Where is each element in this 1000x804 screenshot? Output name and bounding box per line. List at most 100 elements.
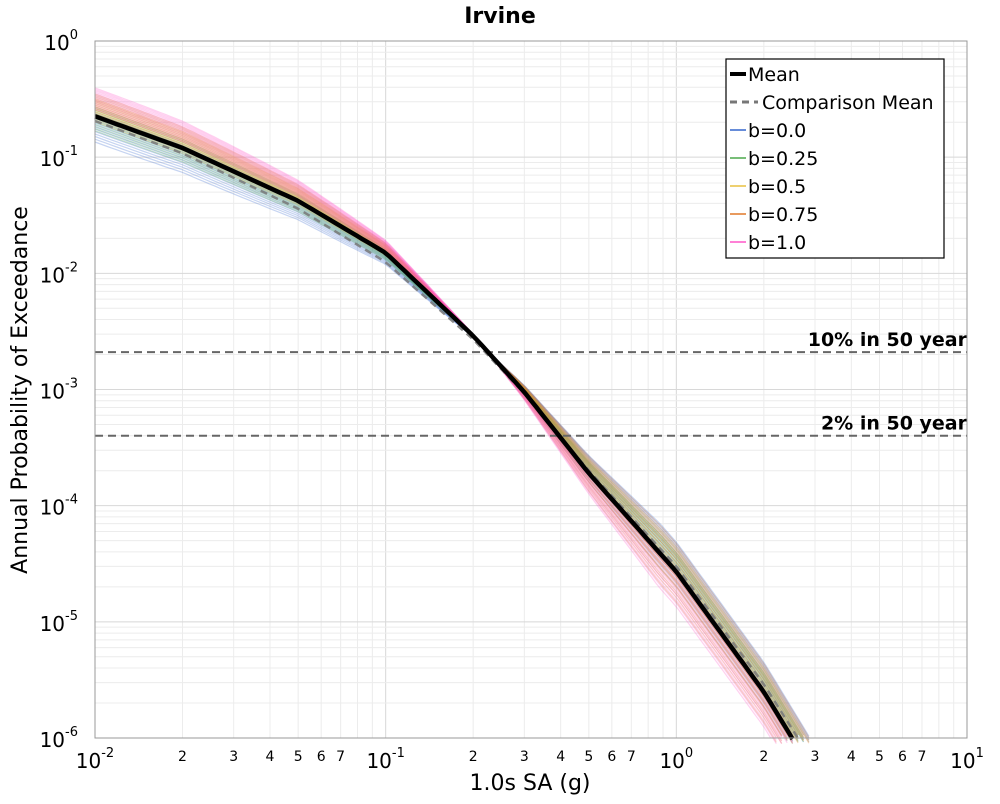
realization-curve xyxy=(94,116,783,736)
legend-b1-label: b=1.0 xyxy=(748,232,806,254)
legend-b025-label: b=0.25 xyxy=(748,148,818,170)
realization-curve xyxy=(94,106,799,739)
realization-curve xyxy=(94,88,794,744)
x-minor-tick-label: 5 xyxy=(294,749,303,765)
realization-curve xyxy=(94,94,810,741)
mean-layer xyxy=(94,114,800,741)
realization-curve xyxy=(94,119,794,739)
realization-curve xyxy=(94,102,799,740)
series-b-0-75-band xyxy=(94,93,810,744)
x-minor-tick-label: 7 xyxy=(336,749,345,765)
y-tick-label: 10-4 xyxy=(40,493,78,520)
series-b-0-25-band xyxy=(94,106,805,745)
series-b-1-0-band xyxy=(94,87,794,745)
legend-b0-label: b=0.0 xyxy=(748,120,806,142)
realization-curve xyxy=(94,113,810,737)
y-axis-label: Annual Probability of Exceedance xyxy=(8,206,33,574)
x-minor-tick-label: 6 xyxy=(898,749,907,765)
realization-curve xyxy=(94,116,799,743)
realization-curve xyxy=(94,101,805,739)
realization-curve xyxy=(94,115,777,743)
y-tick-label: 10-6 xyxy=(40,725,78,752)
mean-curve xyxy=(94,114,795,741)
x-minor-tick-label: 2 xyxy=(178,749,187,765)
x-minor-tick-label: 3 xyxy=(229,749,238,765)
realization-curve xyxy=(94,97,805,738)
x-minor-tick-label: 3 xyxy=(520,749,529,765)
realization-curve xyxy=(94,114,810,739)
realization-curve xyxy=(94,99,805,741)
realization-curve xyxy=(94,111,794,741)
realization-curve xyxy=(94,128,799,736)
x-minor-tick-label: 7 xyxy=(918,749,927,765)
realization-curve xyxy=(94,106,794,739)
realization-curve xyxy=(94,96,783,737)
reference-line-label: 10% in 50 year xyxy=(808,329,968,351)
x-tick-label: 100 xyxy=(659,746,693,773)
realization-curve xyxy=(94,126,805,743)
y-tick-label: 100 xyxy=(44,28,78,55)
realization-curve xyxy=(94,130,783,736)
realization-curve xyxy=(94,120,805,736)
realization-curve xyxy=(94,102,777,738)
x-minor-tick-label: 7 xyxy=(627,749,636,765)
realization-curve xyxy=(94,141,794,742)
realization-curve xyxy=(94,138,794,739)
realization-curve xyxy=(94,97,783,739)
realization-curve xyxy=(94,98,810,743)
x-minor-tick-label: 4 xyxy=(847,749,856,765)
realization-curve xyxy=(94,106,805,739)
reference-line-label: 2% in 50 year xyxy=(821,413,968,435)
grid-layer xyxy=(94,41,967,739)
realization-curve xyxy=(94,118,810,743)
legend-b075-label: b=0.75 xyxy=(748,204,818,226)
x-minor-tick-label: 6 xyxy=(317,749,326,765)
reference-lines: 10% in 50 year 2% in 50 year xyxy=(95,329,968,437)
realization-curve xyxy=(94,123,794,745)
chart-title: Irvine xyxy=(464,4,536,29)
realization-curve xyxy=(94,114,788,740)
x-tick-label: 10-1 xyxy=(366,746,404,773)
legend-box xyxy=(725,58,945,259)
realization-curve xyxy=(94,114,799,740)
realization-curve xyxy=(94,106,777,745)
realization-curve xyxy=(94,91,788,739)
realization-curve xyxy=(94,99,783,742)
realization-curve xyxy=(94,122,805,738)
y-tick-label: 10-3 xyxy=(40,377,78,404)
x-minor-tick-label: 5 xyxy=(875,749,884,765)
x-minor-tick-label: 4 xyxy=(556,749,565,765)
y-tick-label: 10-1 xyxy=(40,144,78,171)
realization-curve xyxy=(94,113,783,744)
realization-curve xyxy=(94,94,788,744)
legend-mean-label: Mean xyxy=(748,64,800,86)
realization-curve xyxy=(94,121,777,739)
realization-curve xyxy=(94,90,788,737)
x-minor-tick-label: 2 xyxy=(469,749,478,765)
realization-curve xyxy=(94,117,794,736)
realization-curve xyxy=(94,116,810,741)
y-tick-label: 10-5 xyxy=(40,609,78,636)
realization-curve xyxy=(94,104,777,741)
x-minor-tick-label: 4 xyxy=(266,749,275,765)
series-b-0-5-band xyxy=(94,98,810,743)
x-minor-tick-label: 6 xyxy=(607,749,616,765)
x-tick-label: 101 xyxy=(950,746,984,773)
realization-curve xyxy=(94,111,799,736)
legend-comparison-label: Comparison Mean xyxy=(762,92,934,114)
realization-curve xyxy=(94,104,799,736)
realization-curve xyxy=(94,96,810,744)
x-minor-tick-label: 2 xyxy=(759,749,768,765)
realization-curve xyxy=(94,133,799,742)
comparison-mean-curve xyxy=(94,119,800,740)
x-minor-tick-label: 3 xyxy=(811,749,820,765)
y-tick-label: 10-2 xyxy=(40,260,78,287)
realization-curve xyxy=(94,103,805,742)
x-minor-tick-label: 5 xyxy=(584,749,593,765)
realization-curve xyxy=(94,109,794,737)
plot-frame xyxy=(94,40,968,739)
band-layer xyxy=(94,87,810,745)
realization-curve xyxy=(94,100,805,736)
